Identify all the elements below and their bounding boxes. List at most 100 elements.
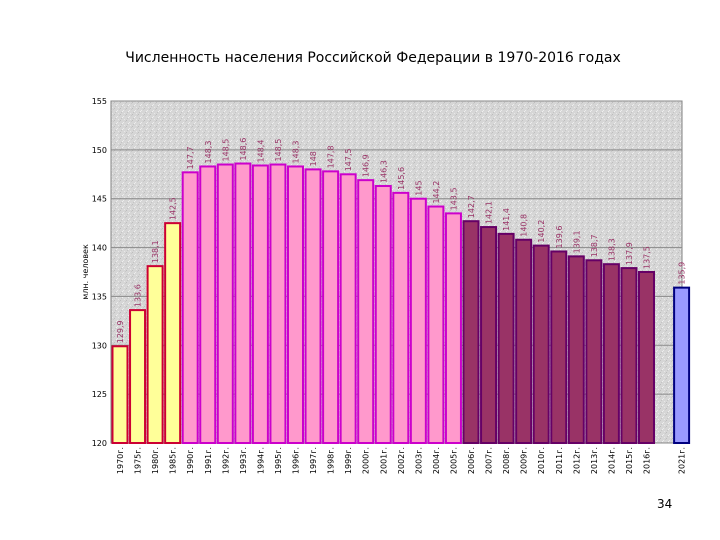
bar-1993г. [234,162,252,444]
x-tick-label: 2014г. [607,447,616,474]
bar-1992г. [216,163,234,444]
x-tick-label: 1999г. [344,447,353,474]
bar-2003г. [409,197,427,444]
chart-title: Численность населения Российской Федерац… [125,50,621,66]
y-tick-label: 155 [92,97,107,106]
bar-2005г. [444,212,462,444]
bar-2016г. [638,271,655,444]
x-tick-label: 1997г. [309,447,318,474]
bar-1994г. [251,164,269,444]
bar-1996г. [287,165,304,444]
x-tick-label: 2016г. [643,447,652,474]
y-tick-label: 125 [92,390,107,399]
value-label: 133,6 [134,284,143,307]
bar-2004г. [427,205,445,444]
value-label: 148,5 [274,139,283,162]
value-label: 140,8 [520,214,529,237]
x-tick-label: 2004г. [432,447,441,474]
x-tick-label: 2001г. [379,447,388,474]
bar-2008г. [497,232,515,444]
x-tick-label: 2002г. [397,447,406,474]
x-tick-label: 1994г. [256,447,265,474]
x-tick-label: 1993г. [239,447,248,474]
x-tick-label: 2011г. [555,447,564,474]
bar-2000г. [357,179,375,445]
x-tick-label: 2006г. [467,447,476,474]
value-label: 135,9 [678,262,687,285]
value-label: 146,9 [362,154,371,177]
value-label: 145 [414,180,423,195]
y-tick-label: 140 [92,244,107,253]
bar-1995г. [269,163,287,444]
value-label: 144,2 [432,181,441,204]
value-label: 142,1 [485,201,494,224]
x-tick-label: 2013г. [590,447,599,474]
x-tick-label: 1996г. [292,447,301,474]
bar-2009г. [515,238,533,444]
x-tick-label: 2010г. [537,447,546,474]
x-tick-label: 2009г. [520,447,529,474]
y-axis-label: млн. человек [81,244,90,300]
bar-1997г. [304,168,322,444]
value-label: 148,5 [221,139,230,162]
value-label: 139,1 [572,230,581,253]
bar-2010г. [532,244,550,444]
bar-2012г. [567,255,585,445]
value-label: 146,3 [379,160,388,183]
value-label: 129,9 [116,320,125,343]
x-axis-ticks: 1970г. 1975г. 1980г. 1985г. 1990г. 1991г. 1992… [116,447,687,474]
bar-1975г. [129,309,147,445]
x-tick-label: 1990г. [186,447,195,474]
value-label: 148 [309,151,318,166]
bar-2007г. [480,226,498,444]
x-tick-label: 2021г. [678,447,687,474]
bar-1998г. [322,170,340,444]
value-label: 147,5 [344,148,353,171]
value-label: 148,3 [204,141,213,164]
y-tick-label: 150 [92,146,107,155]
x-tick-label: 1995г. [274,447,283,474]
value-label: 148,6 [239,138,248,161]
value-label: 148,4 [256,140,265,163]
x-tick-label: 1970г. [116,447,125,474]
x-tick-label: 2000г. [362,447,371,474]
value-label: 147,8 [327,145,336,168]
value-label: 148,3 [292,141,301,164]
y-tick-label: 130 [92,341,107,350]
x-tick-label: 1985г. [169,447,178,474]
x-tick-label: 1975г. [134,447,143,474]
value-label: 142,7 [467,195,476,218]
value-labels-group: 129,9 133,6 138,1 142,5 147,7 148,3 148,5 148,6… [116,138,687,344]
value-label: 145,6 [397,167,406,190]
bar-2021г. [673,286,691,444]
value-label: 142,5 [169,197,178,220]
x-tick-label: 2008г. [502,447,511,474]
x-tick-label: 2005г. [449,447,458,474]
value-label: 139,6 [555,226,564,249]
bar-1999г. [339,173,357,445]
x-tick-label: 2012г. [572,447,581,474]
bar-2014г. [602,263,620,444]
y-axis-ticks: 120 125 130 135 140 145 150 155 [92,97,107,448]
value-label: 141,4 [502,208,511,231]
bar-1990г. [181,171,199,444]
x-tick-label: 2003г. [414,447,423,474]
bars-group [111,162,691,445]
bar-1991г. [199,165,217,444]
bar-1970г. [111,345,129,444]
value-label: 140,2 [537,220,546,243]
y-tick-label: 135 [92,292,107,301]
x-tick-label: 2007г. [485,447,494,474]
bar-2013г. [585,259,603,444]
x-tick-label: 1998г. [327,447,336,474]
x-tick-label: 1991г. [204,447,213,474]
value-label: 138,3 [607,238,616,261]
x-tick-label: 2015г. [625,447,634,474]
bar-2015г. [620,267,638,444]
page-number: 34 [657,497,673,511]
y-tick-label: 145 [92,195,107,204]
bar-1985г. [164,222,182,444]
value-label: 143,5 [449,187,458,210]
bar-1980г. [146,265,164,444]
